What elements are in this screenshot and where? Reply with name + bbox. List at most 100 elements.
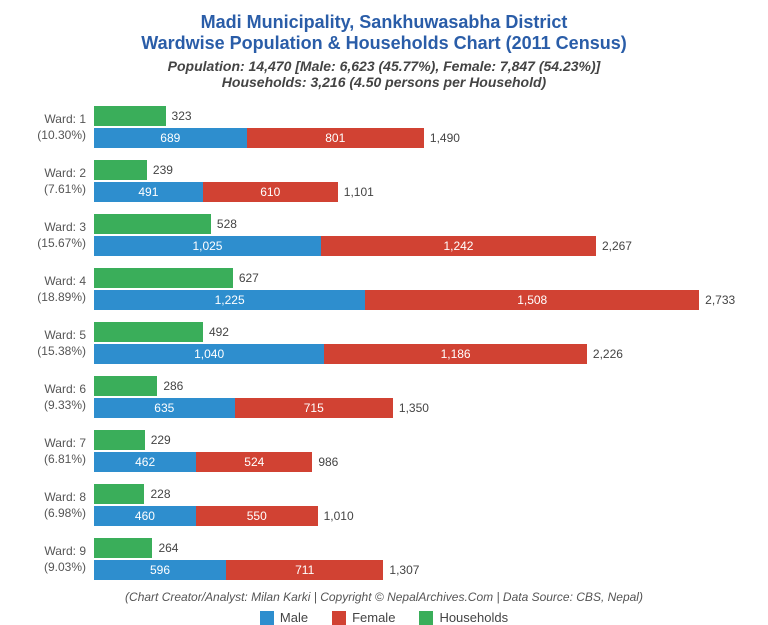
ward-bars: 286 635715 1,350	[94, 374, 738, 422]
male-bar: 460	[94, 506, 196, 526]
chart-subtitle-line2: Households: 3,216 (4.50 persons per Hous…	[20, 74, 748, 90]
ward-name: Ward: 1	[20, 112, 86, 128]
households-bar-group: 264	[94, 538, 178, 558]
households-bar-group: 286	[94, 376, 183, 396]
chart-title-line1: Madi Municipality, Sankhuwasabha Distric…	[20, 12, 748, 33]
households-bar	[94, 430, 145, 450]
households-bar-group: 528	[94, 214, 237, 234]
population-bar-group: 1,0251,242 2,267	[94, 236, 632, 256]
male-bar: 1,025	[94, 236, 321, 256]
plot-area: Ward: 1(10.30%)3236898011,490Ward: 2(7.6…	[20, 102, 748, 588]
female-bar: 524	[196, 452, 312, 472]
total-value: 2,267	[602, 239, 632, 253]
households-value: 528	[217, 217, 237, 231]
ward-bars: 323689801 1,490	[94, 104, 738, 152]
households-bar-group: 229	[94, 430, 171, 450]
households-bar	[94, 160, 147, 180]
male-bar: 462	[94, 452, 196, 472]
ward-bars: 229 462524 986	[94, 428, 738, 476]
female-bar: 1,242	[321, 236, 596, 256]
ward-bars: 239 4916101,101	[94, 158, 738, 206]
households-value: 239	[153, 163, 173, 177]
ward-row: Ward: 9(9.03%)264596711 1,307	[20, 534, 738, 586]
ward-name: Ward: 8	[20, 490, 86, 506]
households-bar-group: 239	[94, 160, 173, 180]
female-bar: 550	[196, 506, 318, 526]
ward-bars: 264596711 1,307	[94, 536, 738, 584]
households-bar	[94, 484, 144, 504]
male-bar: 491	[94, 182, 203, 202]
ward-bars: 528 1,0251,242 2,267	[94, 212, 738, 260]
ward-row: Ward: 1(10.30%)3236898011,490	[20, 102, 738, 154]
households-value: 492	[209, 325, 229, 339]
total-value: 986	[318, 455, 338, 469]
households-bar-group: 323	[94, 106, 192, 126]
ward-pct: (10.30%)	[20, 128, 86, 144]
ward-label: Ward: 7(6.81%)	[20, 436, 94, 467]
male-bar: 689	[94, 128, 247, 148]
ward-row: Ward: 5(15.38%) 492 1,0401,1862,226	[20, 318, 738, 370]
population-bar-group: 635715 1,350	[94, 398, 429, 418]
ward-pct: (15.38%)	[20, 344, 86, 360]
ward-name: Ward: 3	[20, 220, 86, 236]
female-bar: 715	[235, 398, 393, 418]
chart-container: Madi Municipality, Sankhuwasabha Distric…	[0, 0, 768, 623]
total-value: 1,490	[430, 131, 460, 145]
ward-pct: (15.67%)	[20, 236, 86, 252]
male-bar: 1,040	[94, 344, 324, 364]
households-bar-group: 228	[94, 484, 171, 504]
ward-row: Ward: 4(18.89%)6271,2251,5082,733	[20, 264, 738, 316]
total-value: 1,307	[389, 563, 419, 577]
total-value: 1,350	[399, 401, 429, 415]
chart-credit: (Chart Creator/Analyst: Milan Karki | Co…	[20, 590, 748, 604]
ward-pct: (7.61%)	[20, 182, 86, 198]
ward-pct: (6.98%)	[20, 506, 86, 522]
total-value: 2,733	[705, 293, 735, 307]
population-bar-group: 4916101,101	[94, 182, 374, 202]
legend-swatch-male	[260, 611, 274, 625]
ward-row: Ward: 8(6.98%) 2284605501,010	[20, 480, 738, 532]
households-value: 229	[151, 433, 171, 447]
ward-pct: (9.33%)	[20, 398, 86, 414]
ward-bars: 6271,2251,5082,733	[94, 266, 738, 314]
legend-swatch-households	[419, 611, 433, 625]
legend-swatch-female	[332, 611, 346, 625]
households-value: 286	[163, 379, 183, 393]
female-bar: 1,508	[365, 290, 699, 310]
population-bar-group: 4605501,010	[94, 506, 354, 526]
ward-name: Ward: 6	[20, 382, 86, 398]
total-value: 2,226	[593, 347, 623, 361]
ward-bars: 2284605501,010	[94, 482, 738, 530]
ward-name: Ward: 4	[20, 274, 86, 290]
population-bar-group: 462524 986	[94, 452, 338, 472]
population-bar-group: 1,0401,1862,226	[94, 344, 623, 364]
ward-label: Ward: 1(10.30%)	[20, 112, 94, 143]
households-bar-group: 627	[94, 268, 259, 288]
households-bar	[94, 322, 203, 342]
ward-label: Ward: 4(18.89%)	[20, 274, 94, 305]
households-bar	[94, 538, 152, 558]
chart-title-line2: Wardwise Population & Households Chart (…	[20, 33, 748, 54]
ward-bars: 492 1,0401,1862,226	[94, 320, 738, 368]
ward-name: Ward: 7	[20, 436, 86, 452]
male-bar: 635	[94, 398, 235, 418]
households-bar	[94, 376, 157, 396]
ward-pct: (18.89%)	[20, 290, 86, 306]
ward-pct: (6.81%)	[20, 452, 86, 468]
ward-label: Ward: 6(9.33%)	[20, 382, 94, 413]
ward-label: Ward: 9(9.03%)	[20, 544, 94, 575]
female-bar: 610	[203, 182, 338, 202]
chart-subtitle-line1: Population: 14,470 [Male: 6,623 (45.77%)…	[20, 58, 748, 74]
male-bar: 596	[94, 560, 226, 580]
female-bar: 711	[226, 560, 383, 580]
households-value: 627	[239, 271, 259, 285]
ward-name: Ward: 9	[20, 544, 86, 560]
female-bar: 801	[247, 128, 424, 148]
ward-row: Ward: 2(7.61%)2394916101,101	[20, 156, 738, 208]
households-bar	[94, 214, 211, 234]
population-bar-group: 689801 1,490	[94, 128, 460, 148]
ward-row: Ward: 3(15.67%) 528 1,0251,242 2,267	[20, 210, 738, 262]
ward-label: Ward: 5(15.38%)	[20, 328, 94, 359]
ward-row: Ward: 7(6.81%) 229 462524 986	[20, 426, 738, 478]
households-bar	[94, 106, 166, 126]
